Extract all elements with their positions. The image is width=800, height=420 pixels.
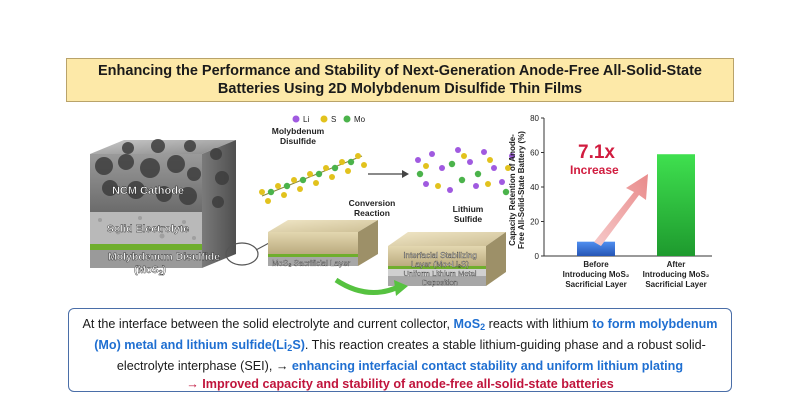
- diagram-panel: NCM Cathode Solid Electrolyte Molybdenum…: [66, 104, 734, 304]
- conversion-arrowhead: [402, 170, 409, 178]
- molybdenum-label-line-1: Molybdenum: [272, 126, 325, 136]
- li-legend-label: Li: [303, 115, 309, 124]
- mos2-molecule: [259, 153, 367, 204]
- caption-highlight-1: to form molybdenum (Mo) metal and lithiu…: [94, 317, 718, 353]
- title-line-1: Enhancing the Performance and Stability …: [98, 63, 702, 79]
- cathode-particles: [95, 139, 229, 208]
- conversion-label-line-2: Reaction: [354, 208, 390, 218]
- y-tick-label: 20: [530, 218, 539, 227]
- chart-y-ticks: 0 20 40 60 80: [530, 114, 544, 261]
- mos2-thin-layer: [90, 244, 202, 250]
- ncm-cathode-label: NCM Cathode: [112, 185, 184, 197]
- caption-part-3: . This reaction creates a stable lithium…: [116, 338, 706, 373]
- x-category-label: Introducing MoS₂: [563, 270, 630, 279]
- transition-arrowhead: [394, 280, 408, 296]
- page-title: Enhancing the Performance and Stability …: [98, 62, 702, 98]
- sacrificial-layer-block: [268, 220, 378, 266]
- s-swatch: [320, 115, 328, 123]
- increase-arrow: [594, 174, 648, 246]
- caption-part-1: At the interface between the solid elect…: [82, 317, 454, 331]
- x-category-label: Before: [583, 260, 609, 269]
- diagram-svg: NCM Cathode Solid Electrolyte Molybdenum…: [90, 114, 712, 296]
- li-swatch: [292, 115, 300, 123]
- molybdenum-label-line-2: Disulfide: [280, 136, 316, 146]
- caption-conclusion: → Improved capacity and stability of ano…: [186, 377, 614, 391]
- mo-swatch: [343, 115, 351, 123]
- lithium-sulfide-label-line-1: Lithium: [453, 204, 484, 214]
- element-legend: Li S Mo: [292, 115, 366, 124]
- electrolyte-texture: [98, 216, 196, 240]
- bar-2: [657, 154, 695, 256]
- mo-legend-label: Mo: [354, 115, 366, 124]
- y-tick-label: 60: [530, 149, 539, 158]
- electrolyte-layer: [90, 212, 202, 244]
- battery-stack: NCM Cathode Solid Electrolyte Molybdenum…: [90, 139, 283, 277]
- chart-ylabel-line-1: Capacity Retention of Anode-: [508, 134, 517, 246]
- bar-1: [577, 241, 615, 256]
- caption-box: At the interface between the solid elect…: [68, 308, 732, 392]
- y-tick-label: 40: [530, 183, 539, 192]
- title-banner: Enhancing the Performance and Stability …: [66, 58, 734, 102]
- sacrificial-layer-label: MoS₂ Sacrificial Layer: [272, 259, 351, 268]
- chart-ylabel-line-2: Free All-Solid-State Battery (%): [517, 131, 526, 249]
- stabilized-layer-block: [388, 232, 506, 286]
- chart-bars: [577, 154, 695, 256]
- y-tick-label: 80: [530, 114, 539, 123]
- x-category-label: Sacrificial Layer: [565, 280, 626, 289]
- uniform-label-line-2: Deposition: [422, 278, 457, 287]
- title-line-2: Batteries Using 2D Molybdenum Disulfide …: [217, 81, 583, 97]
- chart: Capacity Retention of Anode- Free All-So…: [508, 114, 712, 289]
- caption-mos2: MoS2: [453, 317, 486, 332]
- lithium-sulfide-label-line-2: Sulfide: [454, 214, 483, 224]
- y-tick-label: 0: [535, 252, 540, 261]
- reaction-products: [415, 147, 515, 196]
- uniform-label-line-1: Uniform Lithium Metal: [404, 269, 477, 278]
- x-category-label: After: [667, 260, 686, 269]
- x-category-label: Sacrificial Layer: [645, 280, 706, 289]
- x-category-label: Introducing MoS₂: [643, 270, 710, 279]
- current-collector-layer: [90, 250, 202, 268]
- s-legend-label: S: [331, 115, 336, 124]
- caption-part-2: reacts with lithium: [485, 317, 593, 331]
- interfacial-label-line-2: Layer (Mo+Li₂S): [411, 260, 469, 269]
- solid-electrolyte-label: Solid Electrolyte: [107, 223, 189, 235]
- conversion-label-line-1: Conversion: [349, 198, 396, 208]
- increase-value: 7.1x: [578, 142, 615, 163]
- caption-highlight-2: enhancing interfacial contact stability …: [291, 359, 684, 373]
- mos2-layer-label-line-1: Molybdenum Disulfide: [108, 251, 220, 263]
- increase-label: Increase: [570, 163, 619, 177]
- magnify-circle: [225, 242, 259, 266]
- mos2-layer-label-line-2: (MoS2): [134, 265, 166, 277]
- interfacial-label-line-1: Interfacial Stabilizing: [403, 251, 476, 260]
- transition-arrow: [334, 277, 397, 295]
